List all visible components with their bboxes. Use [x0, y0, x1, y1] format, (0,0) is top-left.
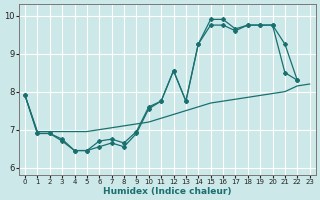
X-axis label: Humidex (Indice chaleur): Humidex (Indice chaleur) [103, 187, 232, 196]
